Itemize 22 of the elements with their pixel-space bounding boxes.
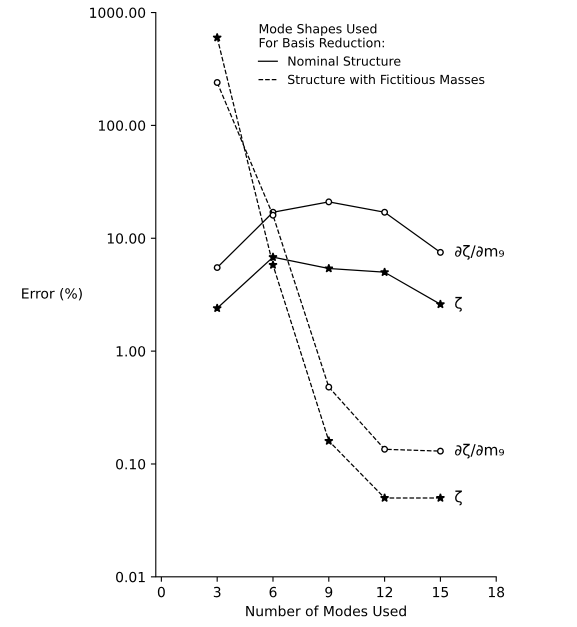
- legend-label: Nominal Structure: [288, 56, 400, 66]
- x-tick-label: 3: [214, 586, 220, 598]
- x-tick-label: 0: [158, 586, 165, 598]
- y-tick-label: 1000.00: [90, 8, 146, 18]
- annotation: ζ: [455, 490, 462, 506]
- annotation: ∂ζ/∂m₉: [455, 244, 504, 260]
- annotation: ζ: [455, 296, 462, 312]
- x-axis-title: Number of Modes Used: [246, 606, 406, 616]
- y-tick-label: 1.00: [116, 346, 146, 357]
- annotation: ∂ζ/∂m₉: [455, 444, 504, 459]
- y-tick-label: 10.00: [108, 233, 146, 244]
- x-tick-label: 12: [377, 586, 392, 598]
- x-tick-label: 9: [325, 586, 332, 598]
- x-tick-label: 18: [488, 586, 504, 598]
- legend-label: Structure with Fictitious Masses: [288, 74, 484, 84]
- y-tick-label: 100.00: [98, 120, 146, 131]
- legend-title: Mode Shapes Used For Basis Reduction:: [260, 24, 384, 48]
- x-tick-label: 6: [270, 586, 277, 598]
- y-axis-title: Error (%): [22, 288, 82, 300]
- y-tick-label: 0.10: [116, 458, 146, 470]
- y-tick-label: 0.01: [116, 572, 145, 582]
- x-tick-label: 15: [433, 586, 448, 598]
